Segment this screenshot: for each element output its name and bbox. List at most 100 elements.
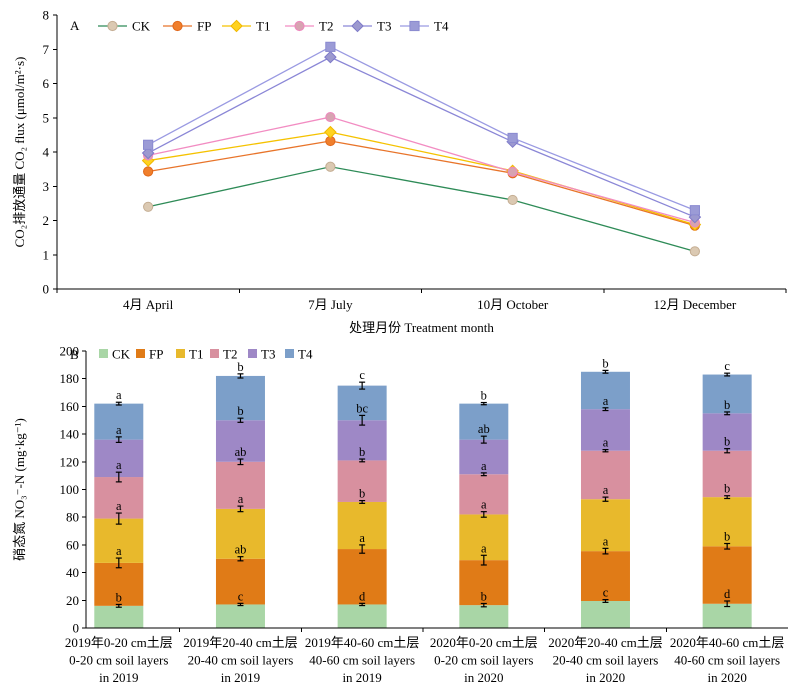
bar-segment-fp	[337, 549, 387, 605]
bar-segment-t3	[459, 439, 509, 475]
legend-swatch-t3	[248, 349, 257, 358]
error-bar-t1	[602, 496, 609, 502]
data-point-t3	[324, 50, 337, 64]
error-bar-t4	[237, 373, 244, 379]
x-tick-label: 7月 July	[308, 297, 353, 312]
significance-letter-fp: b	[724, 530, 730, 544]
legend-label-ck: CK	[132, 19, 151, 34]
error-bar-t1	[480, 511, 487, 518]
legend-swatch-fp	[136, 349, 145, 358]
significance-letter-t4: b	[237, 360, 243, 374]
error-bar-t2	[480, 472, 487, 477]
y-tick-label: 40	[66, 565, 79, 580]
data-point-t4	[507, 132, 518, 144]
panel-a-line-chart: 0 1 2 3 4 5 6 7 8 4月 April 7月 July 10月 October 12月 D…	[12, 8, 787, 335]
bar-segment-t4	[580, 371, 630, 410]
x-tick-label: in 2019	[342, 670, 381, 685]
series-line-ck	[147, 166, 696, 252]
legend-marker-t4	[409, 20, 420, 32]
bar-segment-t2	[215, 461, 265, 509]
y-tick-label: 140	[60, 427, 80, 442]
data-point-fp	[143, 166, 154, 177]
error-bar-fp	[602, 547, 609, 555]
legend-label-t3: T3	[261, 347, 275, 362]
x-tick-label: 20-40 cm soil layers	[188, 653, 294, 668]
error-bar-t2	[115, 471, 122, 483]
bar-segment-ck	[215, 604, 265, 628]
error-bar-fp	[115, 557, 122, 569]
x-tick-label: 2020年40-60 cm土层	[670, 635, 784, 650]
significance-letter-fp: a	[116, 544, 122, 558]
legend-label-fp: FP	[149, 347, 163, 362]
data-point-t3	[141, 146, 155, 160]
legend-label-t4: T4	[298, 347, 313, 362]
legend-label-t3: T3	[377, 19, 391, 34]
x-tick-label: in 2019	[221, 670, 260, 685]
error-bar-ck	[237, 602, 244, 607]
significance-letter-t2: a	[481, 459, 487, 473]
significance-letter-t4: c	[359, 368, 365, 382]
x-tick-label: 12月 December	[654, 297, 737, 312]
bar-segment-t4	[215, 375, 265, 421]
bar-segment-t3	[337, 420, 387, 461]
error-bar-fp	[237, 556, 244, 562]
error-bar-t3	[480, 435, 487, 444]
legend-label-t1: T1	[189, 347, 203, 362]
data-point-ck	[507, 194, 518, 206]
error-bar-t2	[237, 458, 244, 466]
bar-segment-t4	[337, 385, 387, 421]
x-axis-title: 处理月份 Treatment month	[349, 320, 494, 335]
x-tick-label: 40-60 cm soil layers	[309, 653, 415, 668]
error-bar-ck	[359, 602, 366, 607]
significance-letter-t2: b	[724, 435, 730, 449]
significance-letter-t1: b	[359, 487, 365, 501]
bar-segment-t1	[580, 499, 630, 552]
data-point-t4	[325, 41, 336, 52]
y-tick-label: 120	[60, 454, 80, 469]
x-tick-label: 2019年0-20 cm土层	[65, 635, 173, 650]
data-point-ck	[143, 201, 154, 212]
bar-segment-ck	[94, 605, 144, 628]
series-line-t4	[147, 46, 696, 211]
y-tick-label: 8	[43, 8, 50, 23]
bar-segment-t1	[94, 518, 144, 563]
significance-letter-ck: c	[603, 586, 609, 600]
error-bar-ck	[115, 603, 122, 608]
x-tick-label: 20-40 cm soil layers	[553, 653, 659, 668]
error-bar-t3	[359, 414, 366, 426]
y-tick-label: 100	[60, 482, 80, 497]
series-line-t3	[147, 56, 696, 218]
bar-segment-t3	[580, 409, 630, 451]
x-tick-label: in 2020	[707, 670, 746, 685]
y-tick-label: 80	[66, 510, 79, 525]
y-axis-title: 硝态氮 NO₃⁻-N (mg·kg⁻¹)	[12, 418, 27, 561]
x-tick-label: 40-60 cm soil layers	[674, 653, 780, 668]
error-bar-t4	[724, 372, 731, 377]
significance-letter-t3: bc	[356, 401, 368, 415]
significance-letter-t1: a	[116, 499, 122, 513]
y-tick-label: 1	[43, 247, 50, 262]
y-tick-label: 180	[60, 371, 80, 386]
legend-marker-t3	[351, 19, 364, 33]
error-bar-ck	[602, 599, 609, 603]
significance-letter-fp: ab	[235, 543, 247, 557]
significance-letter-ck: b	[116, 590, 122, 604]
significance-letter-t1: a	[481, 498, 487, 512]
legend-swatch-t2	[210, 349, 219, 358]
x-tick-label: 2019年20-40 cm土层	[183, 635, 297, 650]
y-tick-label: 4	[43, 145, 50, 160]
y-tick-label: 2	[43, 213, 50, 228]
x-tick-label: 2020年20-40 cm土层	[548, 635, 662, 650]
error-bar-t4	[480, 401, 487, 406]
data-point-t2	[325, 111, 336, 123]
legend-item-ck: CK	[98, 19, 151, 34]
bar-segment-t2	[94, 477, 144, 519]
panel-b-stacked-bar-chart: b a a a a a 2019年0-20 cm土层 0-20 cm soil layers i…	[12, 344, 788, 685]
y-tick-label: 200	[60, 344, 80, 359]
legend-marker-ck	[107, 20, 118, 32]
data-point-t4	[143, 139, 154, 150]
x-tick-label: 0-20 cm soil layers	[434, 653, 533, 668]
x-tick-label: in 2020	[464, 670, 503, 685]
significance-letter-ck: c	[238, 589, 244, 603]
